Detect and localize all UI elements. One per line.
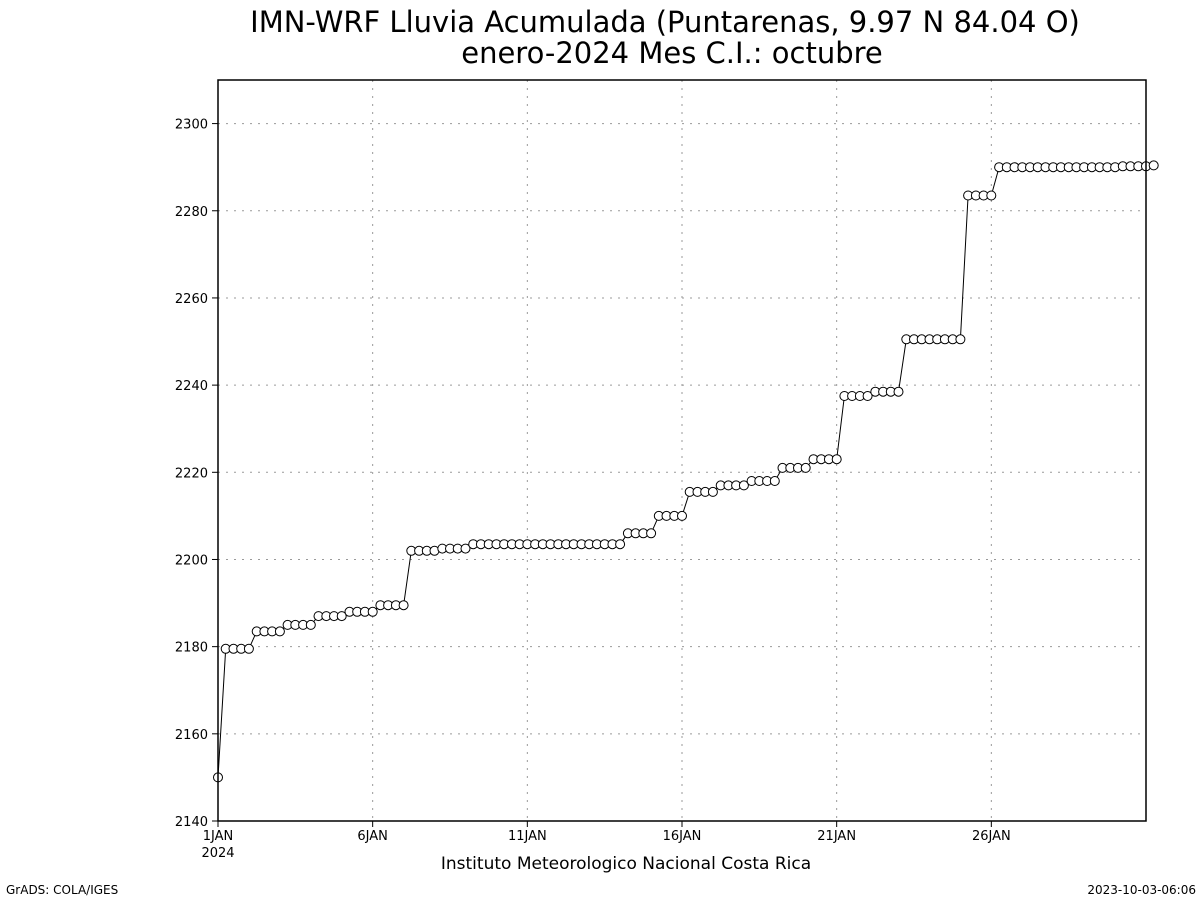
- y-tick-label: 2140: [175, 815, 208, 830]
- data-point: [305, 619, 316, 630]
- x-tick-sublabel: 2024: [201, 846, 234, 861]
- x-tick-label: 21JAN: [817, 829, 856, 844]
- y-tick-label: 2220: [175, 466, 208, 481]
- y-tick-label: 2240: [175, 379, 208, 394]
- data-point: [1148, 160, 1159, 171]
- y-tick-label: 2300: [175, 118, 208, 133]
- data-series: [213, 160, 1159, 783]
- data-point: [336, 611, 347, 622]
- data-point: [769, 476, 780, 486]
- data-point: [274, 626, 285, 637]
- data-point: [955, 334, 966, 345]
- x-tick-label: 16JAN: [663, 829, 702, 844]
- x-tick-label: 6JAN: [357, 829, 388, 844]
- data-point: [707, 486, 718, 497]
- data-point: [615, 539, 626, 550]
- data-point: [800, 462, 811, 473]
- y-tick-label: 2200: [175, 553, 208, 568]
- data-point: [398, 600, 409, 611]
- plot-area-frame: [217, 79, 1147, 822]
- x-tick-label: 11JAN: [508, 829, 547, 844]
- y-tick-label: 2180: [175, 641, 208, 656]
- x-tick-label: 1JAN: [203, 829, 234, 844]
- footer-right-text: 2023-10-03-06:06: [1087, 883, 1196, 897]
- grid-lines: [218, 80, 1146, 821]
- data-point: [460, 543, 471, 554]
- y-tick-label: 2260: [175, 292, 208, 307]
- data-point: [893, 386, 904, 397]
- footer-left-text: GrADS: COLA/IGES: [6, 883, 118, 897]
- data-point: [862, 391, 873, 401]
- chart-title: IMN-WRF Lluvia Acumulada (Puntarenas, 9.…: [250, 5, 1080, 39]
- data-point: [677, 510, 687, 521]
- data-point: [738, 480, 749, 491]
- chart-subtitle: enero-2024 Mes C.I.: octubre: [461, 36, 883, 70]
- data-point: [367, 606, 378, 617]
- x-tick-label: 26JAN: [972, 829, 1011, 844]
- data-point: [986, 190, 997, 201]
- x-axis-label: Instituto Meteorologico Nacional Costa R…: [441, 854, 811, 874]
- data-point: [646, 528, 657, 539]
- series-line: [217, 164, 1154, 778]
- y-tick-label: 2280: [175, 205, 208, 220]
- y-tick-label: 2160: [175, 728, 208, 743]
- axis-ticks: 2140 2160 2180 2200 2220 2240 2260 2280 2300 1JAN…: [175, 118, 1011, 861]
- data-point: [243, 643, 254, 654]
- data-point: [831, 454, 842, 465]
